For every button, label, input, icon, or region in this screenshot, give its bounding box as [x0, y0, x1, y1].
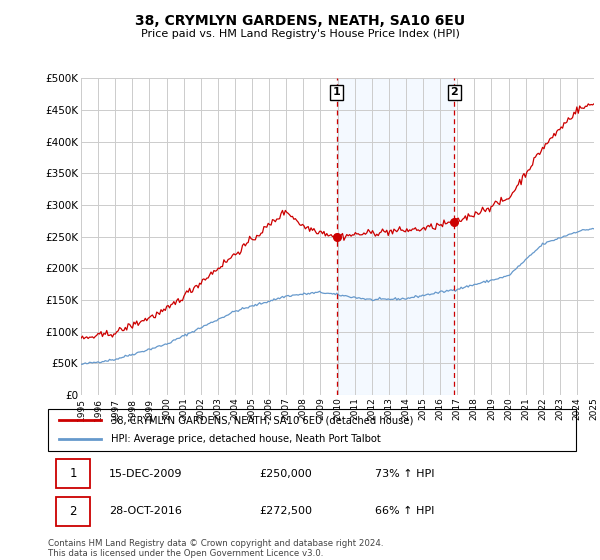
Bar — [56, 497, 90, 526]
Text: 1: 1 — [333, 87, 341, 97]
Bar — [337, 78, 454, 395]
Text: 38, CRYMLYN GARDENS, NEATH, SA10 6EU (detached house): 38, CRYMLYN GARDENS, NEATH, SA10 6EU (de… — [112, 415, 414, 425]
Text: 2: 2 — [70, 505, 77, 517]
Bar — [56, 459, 90, 488]
Text: Contains HM Land Registry data © Crown copyright and database right 2024.
This d: Contains HM Land Registry data © Crown c… — [48, 539, 383, 558]
Text: £250,000: £250,000 — [259, 469, 312, 479]
Text: HPI: Average price, detached house, Neath Port Talbot: HPI: Average price, detached house, Neat… — [112, 435, 381, 445]
Text: 1: 1 — [70, 467, 77, 480]
Text: Price paid vs. HM Land Registry's House Price Index (HPI): Price paid vs. HM Land Registry's House … — [140, 29, 460, 39]
Text: 28-OCT-2016: 28-OCT-2016 — [109, 506, 182, 516]
Text: 15-DEC-2009: 15-DEC-2009 — [109, 469, 182, 479]
Text: 2: 2 — [451, 87, 458, 97]
Text: 66% ↑ HPI: 66% ↑ HPI — [376, 506, 435, 516]
Text: £272,500: £272,500 — [259, 506, 312, 516]
Text: 73% ↑ HPI: 73% ↑ HPI — [376, 469, 435, 479]
Text: 38, CRYMLYN GARDENS, NEATH, SA10 6EU: 38, CRYMLYN GARDENS, NEATH, SA10 6EU — [135, 14, 465, 28]
